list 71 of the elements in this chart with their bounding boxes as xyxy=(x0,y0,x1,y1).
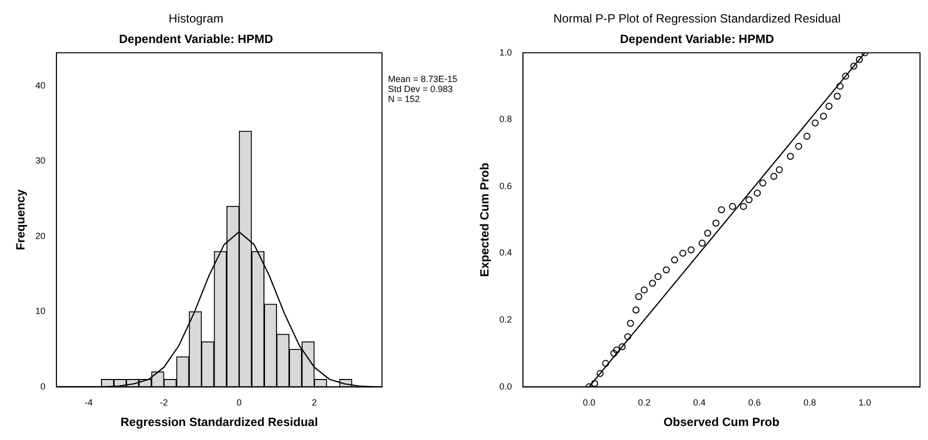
y-tick-label: 0.4 xyxy=(499,248,512,258)
point xyxy=(820,112,827,120)
text: Mean = 8.73E-15 xyxy=(388,74,458,84)
x-tick-label: 0 xyxy=(236,398,242,408)
x-tick-label: -2 xyxy=(160,398,168,408)
x-tick-label: 1.0 xyxy=(858,398,872,408)
x-tick-label: 0.8 xyxy=(803,398,816,408)
point xyxy=(803,132,810,140)
chart-title: Histogram xyxy=(168,12,224,26)
point xyxy=(618,343,626,350)
point xyxy=(759,180,766,187)
point xyxy=(613,346,620,354)
point xyxy=(671,256,678,264)
point xyxy=(632,306,640,314)
point xyxy=(842,72,850,80)
y-tick-label: 20 xyxy=(35,230,46,241)
chart-title: Normal P-P Plot of Regression Standardized Residual xyxy=(553,12,841,26)
point xyxy=(640,286,648,294)
x-tick-label: 0.0 xyxy=(582,398,596,408)
text: Std Dev = 0.983 xyxy=(388,84,453,94)
point xyxy=(718,206,725,214)
point xyxy=(698,240,706,247)
point xyxy=(836,82,844,90)
y-tick-label: 0.2 xyxy=(499,314,512,324)
x-tick-label: 0.4 xyxy=(693,398,706,408)
y-tick-label: 0.6 xyxy=(499,180,512,191)
point xyxy=(770,172,778,180)
point xyxy=(688,246,695,254)
point xyxy=(776,166,783,174)
x-tick-label: 0.6 xyxy=(748,398,761,408)
y-tick-label: 0.0 xyxy=(499,381,512,392)
x-tick-label: 2 xyxy=(312,398,317,408)
point xyxy=(654,273,662,280)
y-tick-label: 1.0 xyxy=(499,47,512,58)
point xyxy=(662,266,670,274)
point xyxy=(826,102,832,110)
x-tick-label: 0.2 xyxy=(638,398,650,408)
y-tick-label: 10 xyxy=(35,306,46,316)
y-tick-label: 0.8 xyxy=(499,114,512,124)
chart-subtitle: Dependent Variable: HPMD xyxy=(620,32,774,46)
x-tick-label: -4 xyxy=(84,398,93,408)
point xyxy=(812,119,819,126)
point xyxy=(649,280,656,287)
point xyxy=(728,202,736,210)
point xyxy=(704,230,712,237)
point xyxy=(679,250,686,257)
y-axis-title: Frequency xyxy=(14,189,28,250)
point xyxy=(624,333,632,340)
point xyxy=(712,220,720,227)
y-tick-label: 30 xyxy=(35,156,46,166)
point xyxy=(786,152,794,160)
point xyxy=(856,56,863,63)
point xyxy=(795,142,802,150)
x-axis-title: Regression Standardized Residual xyxy=(120,415,318,430)
point xyxy=(754,190,761,197)
point xyxy=(591,380,598,387)
point xyxy=(626,320,634,327)
point xyxy=(602,360,610,367)
point xyxy=(746,196,753,204)
y-axis-title: Expected Cum Prob xyxy=(478,162,492,277)
point xyxy=(610,350,618,357)
point xyxy=(596,370,604,377)
point xyxy=(635,293,642,300)
point xyxy=(740,202,748,210)
chart-subtitle: Dependent Variable: HPMD xyxy=(118,32,274,46)
y-tick-label: 0 xyxy=(40,381,46,392)
text: N = 152 xyxy=(388,94,420,104)
y-tick-label: 40 xyxy=(35,80,46,90)
point xyxy=(834,92,841,100)
point xyxy=(850,62,858,70)
x-axis-title: Observed Cum Prob xyxy=(663,415,780,430)
